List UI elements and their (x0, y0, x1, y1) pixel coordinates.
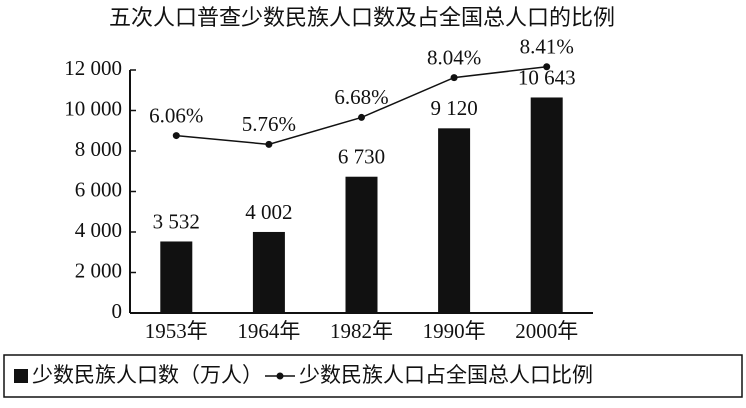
bar-value-label: 9 120 (430, 96, 477, 120)
bar-value-label: 3 532 (153, 209, 200, 233)
legend-label: 少数民族人口占全国总人口比例 (299, 363, 593, 387)
bar (530, 97, 563, 313)
bar (438, 128, 471, 313)
legend-label: 少数民族人口数（万人） (32, 363, 263, 387)
x-tick-label: 1964年 (237, 319, 300, 343)
line-value-label: 8.04% (427, 45, 481, 69)
y-tick-label: 4 000 (75, 218, 122, 242)
x-tick-label: 1982年 (330, 319, 393, 343)
bar (160, 241, 193, 313)
y-tick-label: 10 000 (64, 96, 122, 120)
y-tick-label: 0 (112, 299, 123, 323)
y-tick-label: 12 000 (64, 56, 122, 80)
line-value-label: 8.41% (520, 35, 574, 59)
x-tick-label: 1953年 (145, 319, 208, 343)
line-point (543, 63, 551, 71)
line-value-label: 5.76% (242, 112, 296, 136)
chart-title: 五次人口普查少数民族人口数及占全国总人口的比例 (109, 5, 615, 30)
x-tick-label: 2000年 (515, 319, 578, 343)
x-tick-label: 1990年 (423, 319, 486, 343)
bar-value-label: 4 002 (245, 200, 292, 224)
legend-swatch (14, 369, 28, 383)
legend-box (3, 354, 743, 398)
line-value-label: 6.06% (149, 103, 203, 127)
y-tick-label: 6 000 (75, 177, 122, 201)
line-point (358, 113, 365, 121)
bar-value-label: 6 730 (338, 145, 385, 169)
bar (345, 176, 378, 313)
y-tick-label: 8 000 (75, 137, 122, 161)
line-point (265, 140, 273, 148)
line-point (172, 132, 180, 140)
legend-swatch (276, 372, 284, 380)
line-value-label: 6.68% (334, 85, 388, 109)
line-point (450, 74, 458, 82)
y-tick-label: 2 000 (75, 258, 122, 282)
bar (252, 231, 285, 313)
